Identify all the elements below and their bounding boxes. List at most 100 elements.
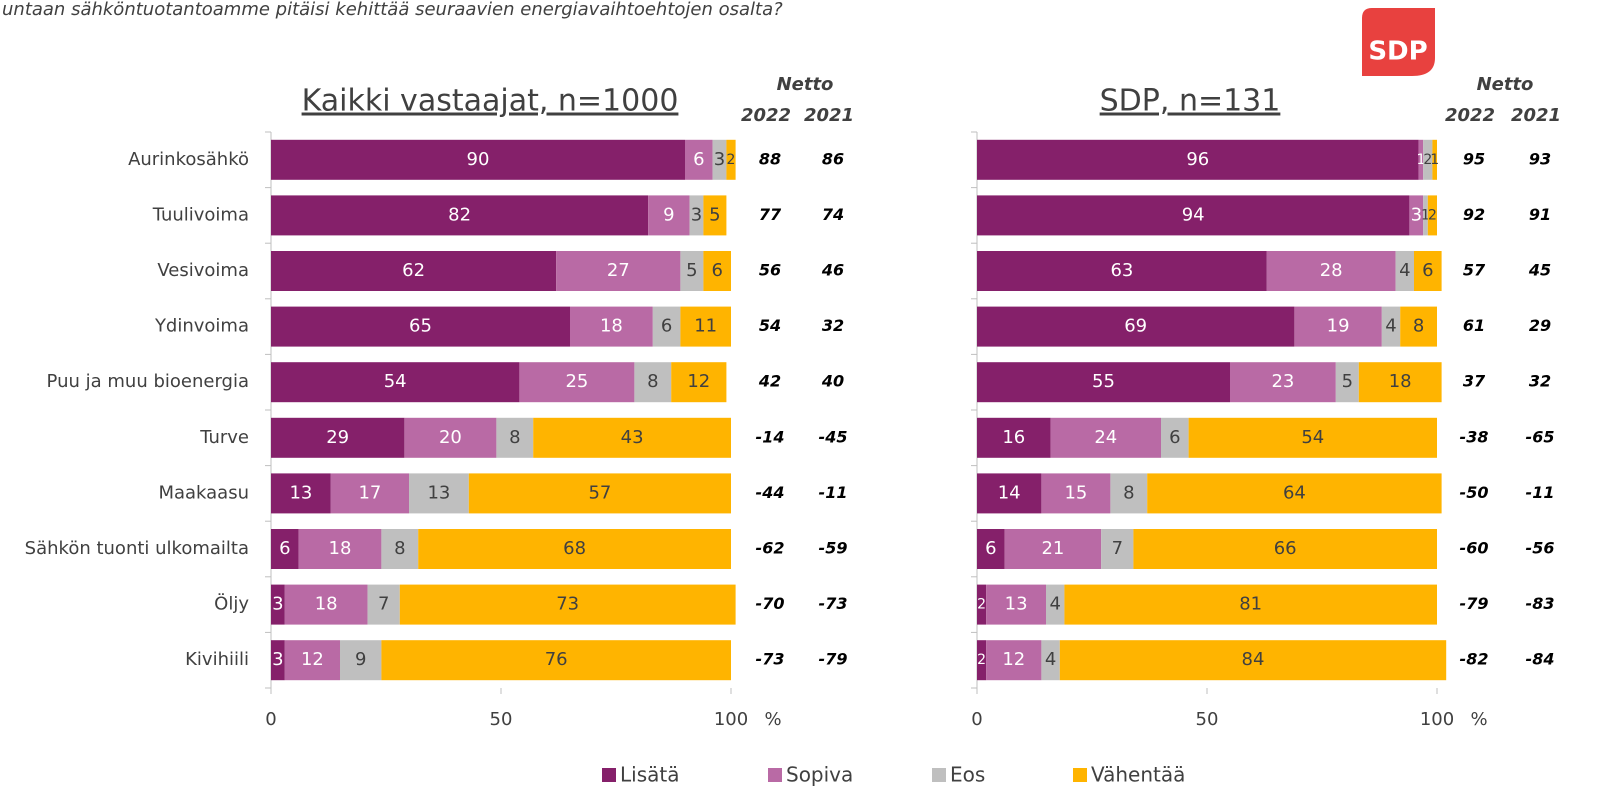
data-label: 2 (977, 652, 986, 668)
legend-label: Sopiva (786, 763, 853, 787)
bar-segment (1004, 529, 1102, 569)
bar-segment (680, 306, 731, 347)
netto-value: 93 (1529, 149, 1551, 168)
data-label: 25 (565, 371, 588, 392)
data-label: 68 (563, 538, 586, 559)
netto-value: 42 (758, 372, 781, 391)
bar-segment (271, 251, 557, 291)
netto-value: -56 (1526, 539, 1555, 558)
data-label: 9 (663, 204, 674, 225)
bar-segment (271, 584, 285, 625)
category-label: Öljy (214, 593, 249, 615)
legend-swatch (932, 768, 946, 782)
bar-segment (986, 584, 1046, 625)
bar-segment (671, 362, 727, 403)
bar-segment (409, 473, 469, 514)
netto-value: -11 (1526, 483, 1555, 502)
bar-segment (556, 251, 681, 291)
data-label: 12 (1002, 649, 1025, 670)
bar-segment (404, 417, 497, 458)
bar-segment (1423, 195, 1428, 236)
data-label: 43 (621, 427, 644, 448)
bar-segment (381, 529, 419, 569)
data-label: 84 (1242, 649, 1265, 670)
data-label: 13 (1005, 594, 1028, 615)
netto-value: 56 (759, 261, 781, 280)
bar-segment (271, 139, 685, 180)
data-label: 19 (1327, 316, 1350, 337)
bar-segment (1101, 529, 1134, 569)
data-label: 65 (409, 316, 432, 337)
data-label: 57 (588, 482, 611, 503)
legend-swatch (768, 768, 782, 782)
data-label: 28 (1320, 260, 1343, 281)
data-label: 6 (711, 260, 722, 281)
data-label: 8 (509, 427, 520, 448)
netto-value: 32 (1529, 372, 1551, 391)
data-label: 18 (600, 316, 623, 337)
bar-segment (977, 306, 1295, 347)
data-label: 27 (607, 260, 630, 281)
category-label: Vesivoima (157, 260, 249, 281)
netto-value: -60 (1460, 539, 1489, 558)
x-tick-label: 100 (1420, 709, 1454, 730)
legend-label: Vähentää (1091, 763, 1185, 787)
data-label: 8 (1413, 316, 1424, 337)
netto-value: -79 (819, 650, 848, 669)
bar-segment (468, 473, 731, 514)
x-tick-label: 0 (265, 709, 276, 730)
bar-segment (703, 251, 731, 291)
data-label: 5 (709, 204, 720, 225)
data-label: 23 (1271, 371, 1294, 392)
bar-segment (1147, 473, 1442, 514)
netto-value: -11 (819, 483, 848, 502)
netto-value: 32 (822, 316, 844, 335)
bar-segment (1427, 195, 1437, 236)
category-label: Turve (199, 427, 249, 448)
category-label: Ydinvoima (154, 316, 249, 337)
category-label: Aurinkosähkö (128, 149, 249, 170)
data-label: 82 (448, 204, 471, 225)
data-label: 6 (985, 538, 996, 559)
netto-value: 57 (1463, 261, 1486, 280)
bar-segment (271, 195, 649, 236)
bar-segment (1418, 139, 1424, 180)
bar-segment (977, 529, 1005, 569)
data-label: 6 (661, 316, 672, 337)
bar-segment (648, 195, 690, 236)
data-label: 5 (1342, 371, 1353, 392)
data-label: 2 (977, 597, 986, 613)
data-label: 18 (1389, 371, 1412, 392)
data-label: 69 (1124, 316, 1147, 337)
data-label: 6 (693, 149, 704, 170)
question: untaan sähköntuotantoamme pitäisi kehitt… (2, 0, 783, 20)
bar-segment (1414, 251, 1442, 291)
netto-year: 2021 (804, 105, 854, 126)
netto-value: -65 (1526, 427, 1555, 446)
data-label: 62 (402, 260, 425, 281)
bar-segment (284, 640, 340, 681)
netto-value: -70 (756, 594, 785, 613)
data-label: 76 (545, 649, 568, 670)
netto-value: 46 (821, 261, 844, 280)
data-label: 4 (1045, 649, 1056, 670)
x-tick-label: 50 (490, 709, 513, 730)
bar-segment (1395, 251, 1414, 291)
bar-segment (381, 640, 731, 681)
netto-value: -59 (819, 539, 848, 558)
netto-value: -62 (756, 539, 785, 558)
bar-segment (271, 417, 405, 458)
bar-segment (330, 473, 409, 514)
data-label: 81 (1239, 594, 1262, 615)
netto-value: 88 (759, 149, 781, 168)
bar-segment (570, 306, 653, 347)
netto-value: -73 (756, 650, 785, 669)
data-label: 2 (1428, 207, 1437, 223)
data-label: 8 (1123, 482, 1134, 503)
netto-value: 91 (1529, 205, 1551, 224)
netto-value: 61 (1463, 316, 1485, 335)
data-label: 29 (326, 427, 349, 448)
netto-value: 54 (759, 316, 781, 335)
x-tick-label: 50 (1196, 709, 1219, 730)
category-label: Sähkön tuonti ulkomailta (25, 538, 249, 559)
